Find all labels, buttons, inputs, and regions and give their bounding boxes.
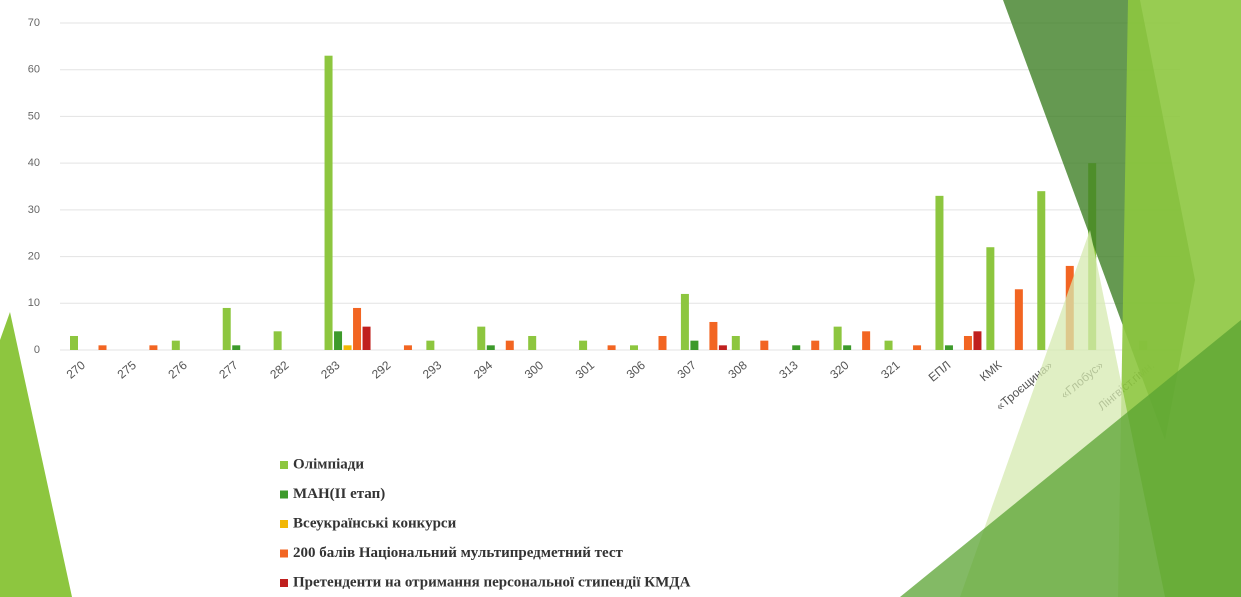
- bar: [579, 340, 588, 350]
- bar: [963, 335, 972, 350]
- bar: [658, 335, 667, 350]
- bar: [1014, 289, 1023, 350]
- y-tick-label: 20: [28, 250, 40, 262]
- bar: [884, 340, 893, 350]
- x-tick-label: 283: [318, 358, 343, 382]
- x-tick-label: 313: [776, 358, 801, 382]
- x-tick-label: 320: [827, 358, 852, 382]
- bar: [986, 247, 995, 350]
- legend-label: Всеукраїнські конкурси: [293, 515, 457, 531]
- legend-marker: [280, 549, 288, 558]
- y-tick-label: 40: [28, 157, 40, 169]
- x-tick-label: 293: [420, 358, 445, 382]
- bar: [222, 307, 231, 350]
- legend-label: Олімпіади: [293, 456, 364, 472]
- bar: [353, 307, 362, 350]
- bar: [718, 345, 727, 350]
- y-tick-label: 10: [28, 297, 40, 309]
- x-tick-label: 282: [267, 358, 292, 382]
- bar: [1037, 191, 1046, 350]
- bar: [973, 331, 982, 350]
- bar: [935, 195, 944, 350]
- bar: [343, 345, 352, 350]
- x-tick-label: 275: [115, 358, 140, 382]
- bar: [709, 321, 718, 350]
- bar: [273, 331, 282, 350]
- bar: [833, 326, 842, 350]
- bar: [944, 345, 953, 350]
- x-tick-label: 277: [216, 358, 241, 382]
- legend-marker: [280, 579, 288, 587]
- bar: [862, 331, 871, 350]
- x-tick-label: 294: [471, 358, 496, 382]
- bar: [913, 345, 922, 350]
- legend-label: МАН(ІІ етап): [293, 486, 385, 502]
- x-tick-label: 300: [522, 358, 547, 382]
- legend-marker: [280, 520, 288, 528]
- x-tick-label: 307: [675, 358, 700, 382]
- bar: [843, 345, 852, 350]
- x-tick-label: 306: [624, 358, 649, 382]
- bar: [324, 55, 333, 350]
- bar: [70, 335, 78, 350]
- y-tick-label: 70: [28, 17, 40, 29]
- bar: [760, 340, 769, 350]
- x-tick-label: КМК: [977, 358, 1004, 384]
- deco-left: [0, 312, 72, 597]
- bar: [486, 345, 495, 350]
- bar: [477, 326, 486, 350]
- y-tick-label: 60: [28, 64, 40, 76]
- bar: [171, 340, 180, 350]
- x-tick-label: 270: [64, 358, 89, 382]
- bar: [731, 335, 740, 350]
- bar: [232, 345, 241, 350]
- bar: [792, 345, 801, 350]
- bar: [630, 345, 638, 350]
- bar: [98, 345, 107, 350]
- x-tick-label: 301: [573, 358, 598, 382]
- x-tick-label: ЕПЛ: [926, 358, 954, 384]
- deco-mid: [900, 320, 1241, 597]
- legend-label: 200 балів Національний мультипредметний …: [293, 545, 624, 561]
- bar: [426, 340, 435, 350]
- legend-label: Претенденти на отримання персональної ст…: [293, 574, 691, 590]
- y-tick-label: 30: [28, 204, 40, 216]
- x-tick-label: 321: [878, 358, 903, 382]
- bar: [505, 340, 514, 350]
- bar: [334, 331, 343, 350]
- x-tick-label: 308: [725, 358, 750, 382]
- y-tick-label: 50: [28, 110, 40, 122]
- x-tick-label: 292: [369, 358, 394, 382]
- y-tick-label: 0: [34, 344, 40, 356]
- bar: [690, 340, 699, 350]
- bar: [149, 345, 158, 350]
- legend-marker: [280, 461, 288, 469]
- bar: [680, 293, 689, 350]
- bar: [607, 345, 616, 350]
- bar: [403, 345, 412, 350]
- bar: [811, 340, 820, 350]
- legend-marker: [280, 490, 288, 499]
- bar: [362, 326, 371, 350]
- bar: [528, 335, 537, 350]
- x-tick-label: 276: [165, 358, 190, 382]
